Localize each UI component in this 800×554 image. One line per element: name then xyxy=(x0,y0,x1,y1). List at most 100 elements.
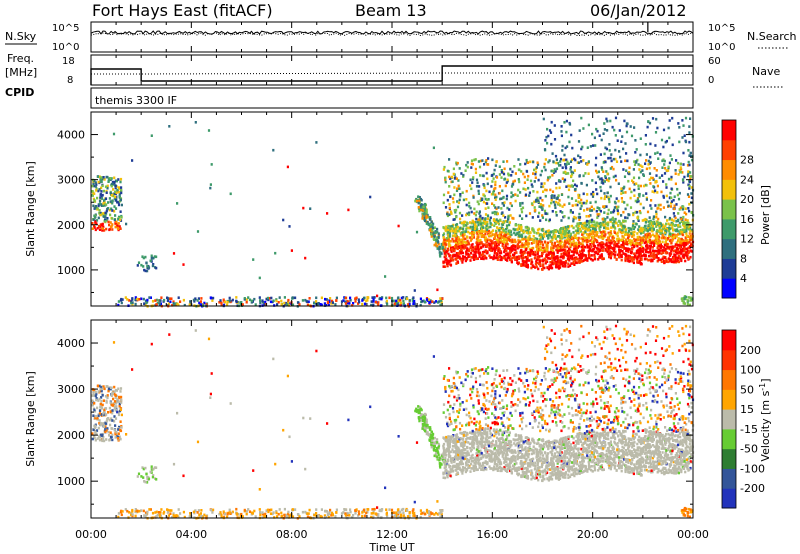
power-point xyxy=(660,260,663,263)
power-point xyxy=(450,227,453,231)
power-point xyxy=(511,239,514,243)
power-point xyxy=(467,230,470,234)
power-point xyxy=(565,130,568,134)
power-point xyxy=(661,257,664,260)
power-point xyxy=(610,211,613,214)
power-point xyxy=(589,229,592,232)
power-point xyxy=(503,250,506,254)
power-point xyxy=(495,220,498,223)
power-point xyxy=(504,258,507,261)
power-point xyxy=(649,182,652,185)
power-point xyxy=(441,244,444,247)
power-point xyxy=(92,204,95,208)
power-point xyxy=(482,200,485,204)
power-point xyxy=(568,259,571,262)
nave-label: Nave xyxy=(752,65,780,78)
power-point xyxy=(155,266,158,270)
power-point xyxy=(117,300,120,303)
power-point xyxy=(679,162,682,166)
power-point xyxy=(608,200,611,204)
power-point xyxy=(569,235,572,238)
power-point xyxy=(645,167,648,171)
power-point xyxy=(587,236,591,239)
power-point xyxy=(652,252,655,255)
velocity-point xyxy=(114,417,118,420)
power-point xyxy=(498,234,501,238)
power-point xyxy=(600,241,603,244)
power-point xyxy=(626,159,629,163)
power-point xyxy=(561,211,564,214)
power-point xyxy=(559,229,562,233)
power-point xyxy=(641,250,644,253)
power-point xyxy=(550,142,553,146)
power-point xyxy=(522,230,525,233)
power-point xyxy=(673,207,676,211)
power-point xyxy=(536,258,539,261)
power-point xyxy=(496,212,499,216)
power-point xyxy=(620,192,623,195)
power-point xyxy=(452,172,455,176)
power-point xyxy=(604,175,607,178)
power-point xyxy=(109,177,112,180)
power-point xyxy=(632,222,635,226)
power-point xyxy=(168,297,171,300)
power-point xyxy=(539,173,542,177)
power-point xyxy=(553,262,556,265)
power-point xyxy=(475,237,478,241)
power-point xyxy=(631,224,635,227)
power-point xyxy=(580,245,583,249)
power-point xyxy=(463,255,466,259)
power-point xyxy=(392,299,395,303)
power-point xyxy=(671,245,674,249)
power-point xyxy=(546,178,549,182)
power-point xyxy=(560,125,563,128)
power-point xyxy=(577,241,581,244)
power-point xyxy=(481,197,484,201)
power-point xyxy=(509,202,512,205)
power-point xyxy=(460,248,463,252)
power-point xyxy=(553,138,557,141)
power-point xyxy=(681,178,685,181)
power-point xyxy=(678,126,681,129)
power-point xyxy=(532,251,535,254)
power-point xyxy=(344,302,347,305)
power-point xyxy=(231,298,234,302)
power-point xyxy=(649,239,652,242)
power-point xyxy=(645,153,648,156)
power-point xyxy=(571,146,574,150)
power-point xyxy=(553,258,556,262)
power-point xyxy=(618,129,621,132)
power-point xyxy=(525,170,529,173)
power-point xyxy=(648,244,651,248)
power-point xyxy=(579,207,582,210)
power-point xyxy=(581,259,584,263)
power-point xyxy=(614,250,617,254)
power-point xyxy=(325,298,328,301)
power-point xyxy=(665,183,668,186)
power-point xyxy=(453,249,456,252)
power-point xyxy=(96,175,100,178)
power-point xyxy=(688,163,691,167)
power-point xyxy=(131,298,134,301)
power-point xyxy=(101,177,104,181)
power-point xyxy=(110,207,113,211)
power-point xyxy=(449,230,452,233)
power-point xyxy=(610,226,613,229)
power-point xyxy=(203,301,206,305)
power-point xyxy=(144,269,147,273)
power-point xyxy=(349,299,352,302)
power-point xyxy=(633,188,636,192)
power-point xyxy=(612,175,615,179)
power-point xyxy=(608,255,611,259)
power-point xyxy=(506,259,509,262)
power-point xyxy=(436,236,439,239)
power-point xyxy=(680,259,683,263)
power-point xyxy=(142,265,145,268)
power-point xyxy=(577,236,580,240)
power-point xyxy=(680,217,683,221)
power-point xyxy=(450,175,454,179)
power-point xyxy=(653,234,656,238)
power-point xyxy=(586,193,589,196)
power-point xyxy=(578,261,581,264)
power-point xyxy=(422,214,425,217)
